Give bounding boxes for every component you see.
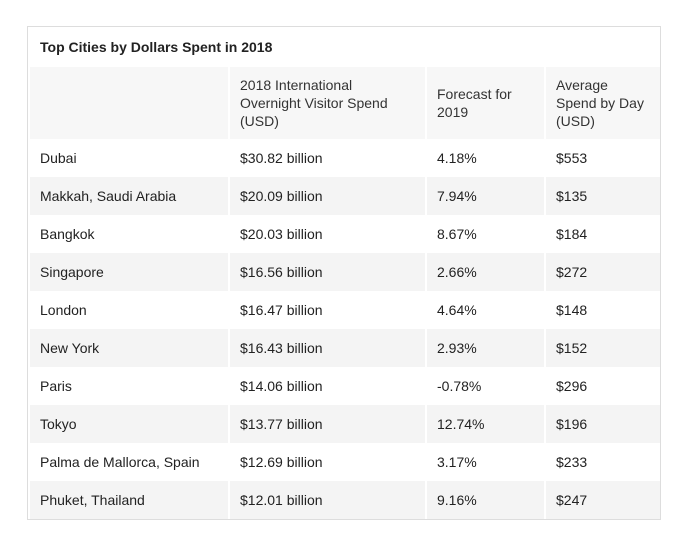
forecast-cell: 2.66% <box>427 253 546 291</box>
header-avg-spend: Average Spend by Day (USD) <box>546 67 660 139</box>
forecast-cell: 2.93% <box>427 329 546 367</box>
table-body: Dubai $30.82 billion 4.18% $553 Makkah, Saud… <box>30 139 660 519</box>
city-cell: Makkah, Saudi Arabia <box>30 177 230 215</box>
avg-spend-cell: $272 <box>546 253 660 291</box>
forecast-cell: 3.17% <box>427 443 546 481</box>
forecast-cell: -0.78% <box>427 367 546 405</box>
avg-spend-cell: $184 <box>546 215 660 253</box>
table-row: Tokyo $13.77 billion 12.74% $196 <box>30 405 660 443</box>
visitor-spend-cell: $16.47 billion <box>230 291 427 329</box>
forecast-cell: 9.16% <box>427 481 546 519</box>
city-cell: Dubai <box>30 139 230 177</box>
header-row: 2018 International Overnight Visitor Spe… <box>30 67 660 139</box>
table-row: London $16.47 billion 4.64% $148 <box>30 291 660 329</box>
avg-spend-cell: $296 <box>546 367 660 405</box>
table-row: Palma de Mallorca, Spain $12.69 billion 3.… <box>30 443 660 481</box>
table-title: Top Cities by Dollars Spent in 2018 <box>40 39 273 55</box>
table-card: Top Cities by Dollars Spent in 2018 2018… <box>27 26 661 520</box>
avg-spend-cell: $247 <box>546 481 660 519</box>
header-city <box>30 67 230 139</box>
city-cell: Phuket, Thailand <box>30 481 230 519</box>
city-cell: Bangkok <box>30 215 230 253</box>
forecast-cell: 4.64% <box>427 291 546 329</box>
table-row: Phuket, Thailand $12.01 billion 9.16% $247 <box>30 481 660 519</box>
table-row: New York $16.43 billion 2.93% $152 <box>30 329 660 367</box>
forecast-cell: 8.67% <box>427 215 546 253</box>
visitor-spend-cell: $20.03 billion <box>230 215 427 253</box>
city-cell: New York <box>30 329 230 367</box>
visitor-spend-cell: $16.56 billion <box>230 253 427 291</box>
table-row: Makkah, Saudi Arabia $20.09 billion 7.94% $… <box>30 177 660 215</box>
city-cell: Paris <box>30 367 230 405</box>
visitor-spend-cell: $13.77 billion <box>230 405 427 443</box>
avg-spend-cell: $152 <box>546 329 660 367</box>
avg-spend-cell: $135 <box>546 177 660 215</box>
table-row: Dubai $30.82 billion 4.18% $553 <box>30 139 660 177</box>
avg-spend-cell: $148 <box>546 291 660 329</box>
forecast-cell: 12.74% <box>427 405 546 443</box>
table-row: Bangkok $20.03 billion 8.67% $184 <box>30 215 660 253</box>
header-forecast: Forecast for 2019 <box>427 67 546 139</box>
avg-spend-cell: $233 <box>546 443 660 481</box>
cities-table: 2018 International Overnight Visitor Spe… <box>30 67 660 519</box>
visitor-spend-cell: $14.06 billion <box>230 367 427 405</box>
table-row: Paris $14.06 billion -0.78% $296 <box>30 367 660 405</box>
city-cell: Tokyo <box>30 405 230 443</box>
city-cell: Singapore <box>30 253 230 291</box>
table-row: Singapore $16.56 billion 2.66% $272 <box>30 253 660 291</box>
city-cell: London <box>30 291 230 329</box>
visitor-spend-cell: $30.82 billion <box>230 139 427 177</box>
avg-spend-cell: $196 <box>546 405 660 443</box>
avg-spend-cell: $553 <box>546 139 660 177</box>
table-header: 2018 International Overnight Visitor Spe… <box>30 67 660 139</box>
visitor-spend-cell: $20.09 billion <box>230 177 427 215</box>
visitor-spend-cell: $12.01 billion <box>230 481 427 519</box>
forecast-cell: 4.18% <box>427 139 546 177</box>
city-cell: Palma de Mallorca, Spain <box>30 443 230 481</box>
forecast-cell: 7.94% <box>427 177 546 215</box>
visitor-spend-cell: $12.69 billion <box>230 443 427 481</box>
header-visitor-spend: 2018 International Overnight Visitor Spe… <box>230 67 427 139</box>
visitor-spend-cell: $16.43 billion <box>230 329 427 367</box>
